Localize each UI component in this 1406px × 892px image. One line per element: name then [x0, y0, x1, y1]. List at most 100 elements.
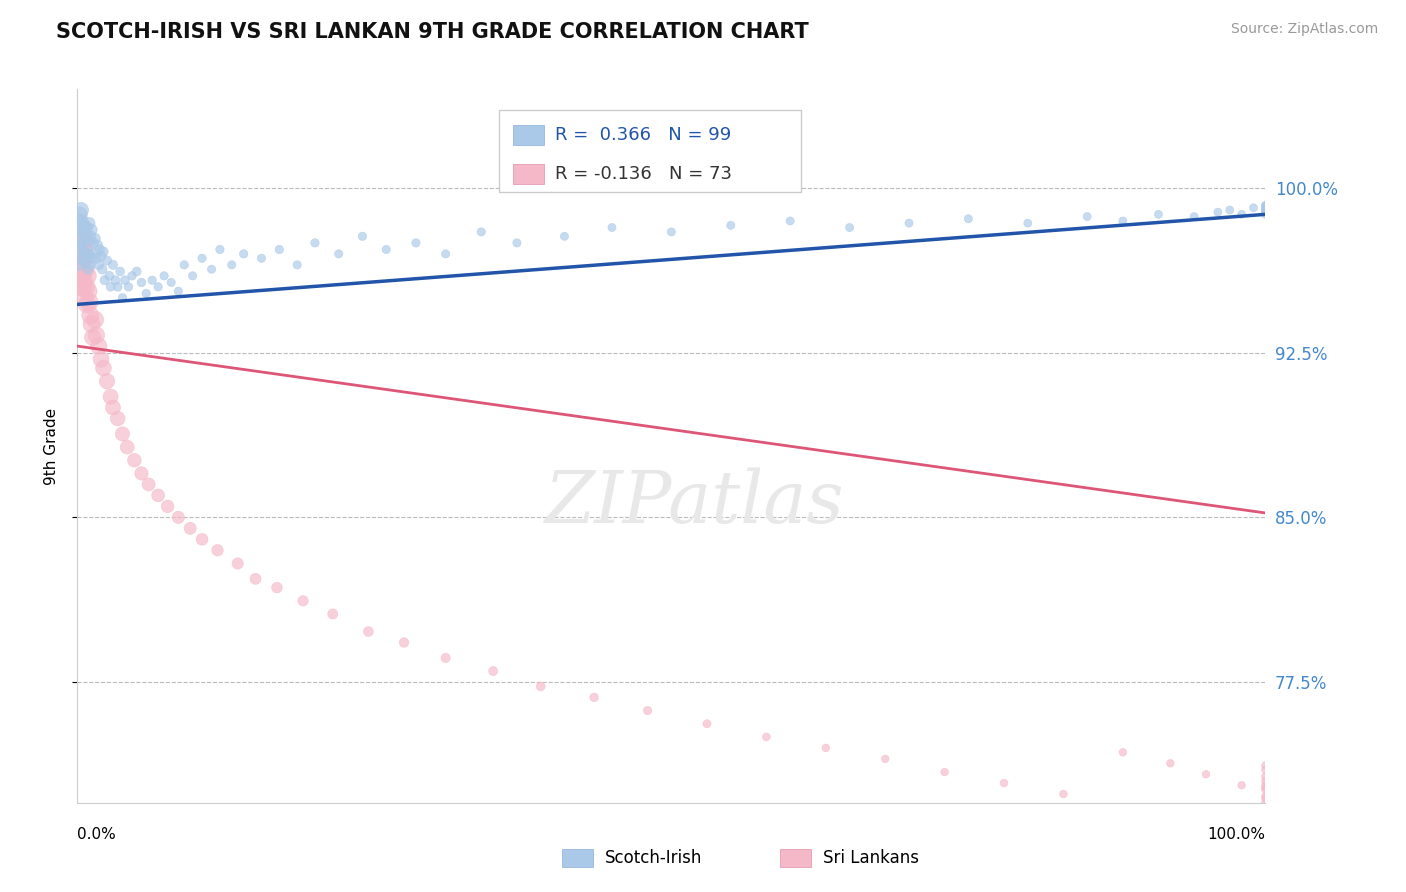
Point	[838, 220, 860, 235]
Point	[70, 280, 93, 294]
Point	[179, 521, 201, 535]
Point	[1254, 763, 1277, 777]
Point	[117, 280, 139, 294]
Text: SCOTCH-IRISH VS SRI LANKAN 9TH GRADE CORRELATION CHART: SCOTCH-IRISH VS SRI LANKAN 9TH GRADE COR…	[56, 22, 808, 42]
Point	[79, 309, 101, 323]
Point	[70, 268, 93, 283]
Point	[1219, 202, 1241, 217]
Text: 0.0%: 0.0%	[77, 827, 117, 841]
Point	[75, 229, 97, 244]
Point	[1076, 210, 1098, 224]
Point	[160, 276, 183, 290]
Point	[1017, 216, 1039, 230]
Point	[69, 252, 91, 266]
Point	[506, 235, 529, 250]
Point	[173, 258, 195, 272]
Point	[84, 231, 107, 245]
Point	[124, 453, 146, 467]
Point	[67, 262, 90, 277]
Point	[482, 664, 505, 678]
Point	[322, 607, 344, 621]
Point	[91, 262, 114, 277]
Text: Sri Lankans: Sri Lankans	[823, 849, 918, 867]
Point	[77, 295, 100, 310]
Point	[90, 352, 112, 367]
Y-axis label: 9th Grade: 9th Grade	[44, 408, 59, 484]
Point	[957, 211, 980, 226]
Point	[73, 262, 96, 277]
Point	[755, 730, 778, 744]
Point	[1230, 207, 1253, 221]
Point	[75, 255, 97, 269]
Point	[357, 624, 380, 639]
Point	[70, 202, 93, 217]
Text: Scotch-Irish: Scotch-Irish	[605, 849, 702, 867]
Point	[86, 252, 108, 266]
Point	[181, 268, 204, 283]
Point	[96, 253, 118, 268]
Point	[77, 247, 100, 261]
Point	[1230, 778, 1253, 792]
Point	[131, 467, 153, 481]
Point	[1206, 205, 1229, 219]
Point	[167, 510, 190, 524]
Point	[434, 651, 457, 665]
Point	[245, 572, 267, 586]
Point	[1254, 198, 1277, 212]
Point	[69, 229, 91, 244]
Point	[89, 243, 111, 257]
Text: R = -0.136   N = 73: R = -0.136 N = 73	[555, 165, 733, 183]
Point	[530, 680, 553, 694]
Point	[131, 276, 153, 290]
Point	[814, 740, 837, 755]
Point	[470, 225, 492, 239]
Point	[993, 776, 1015, 790]
Point	[70, 252, 93, 266]
Point	[114, 273, 136, 287]
Point	[1254, 202, 1277, 217]
Point	[86, 328, 108, 343]
Point	[208, 243, 231, 257]
Point	[115, 440, 138, 454]
Point	[82, 235, 104, 250]
Point	[98, 268, 121, 283]
Point	[72, 225, 94, 239]
Point	[67, 243, 90, 257]
Point	[1254, 782, 1277, 797]
Point	[70, 220, 93, 235]
Point	[375, 243, 398, 257]
Point	[304, 235, 326, 250]
Point	[101, 258, 124, 272]
Point	[77, 284, 100, 298]
Point	[80, 223, 103, 237]
Text: R =  0.366   N = 99: R = 0.366 N = 99	[555, 126, 731, 144]
Point	[779, 214, 801, 228]
Point	[93, 361, 115, 376]
Point	[73, 291, 96, 305]
Point	[1254, 758, 1277, 772]
Point	[898, 216, 921, 230]
Point	[583, 690, 606, 705]
Point	[107, 411, 129, 425]
Point	[1254, 780, 1277, 795]
Point	[1254, 769, 1277, 783]
Point	[146, 280, 169, 294]
Point	[292, 594, 315, 608]
Point	[1254, 202, 1277, 217]
Point	[138, 477, 160, 491]
Point	[79, 258, 101, 272]
Point	[121, 268, 143, 283]
Point	[250, 252, 273, 266]
Point	[285, 258, 308, 272]
Point	[661, 225, 683, 239]
Point	[1243, 201, 1265, 215]
Point	[637, 704, 659, 718]
Point	[82, 330, 104, 344]
Point	[167, 284, 190, 298]
Point	[352, 229, 374, 244]
Text: Source: ZipAtlas.com: Source: ZipAtlas.com	[1230, 22, 1378, 37]
Point	[1147, 207, 1170, 221]
Text: ZIPatlas: ZIPatlas	[546, 467, 845, 539]
Point	[77, 234, 100, 248]
Point	[1195, 767, 1218, 781]
